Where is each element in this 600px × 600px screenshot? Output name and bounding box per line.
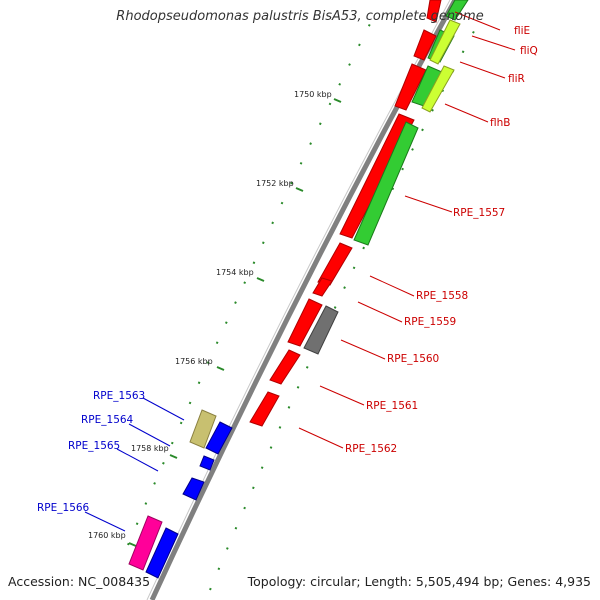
gene-label-fliE: fliE [514, 25, 530, 37]
tick-label: 1752 kbp [256, 179, 294, 188]
cds-RPE_1563b [205, 421, 233, 455]
accession-label: Accession: NC_008435 [8, 574, 151, 589]
cds-RPE_1561 [269, 349, 301, 385]
cds-RPE_1560 [303, 305, 339, 355]
tick-mark [216, 366, 225, 371]
genome-summary: Topology: circular; Length: 5,505,494 bp… [247, 574, 591, 589]
cds-lime-2 [421, 65, 455, 113]
tick-label: 1758 kbp [131, 444, 169, 453]
gc-track-outer [209, 19, 481, 591]
cds-fliR [394, 63, 427, 111]
gene-label-RPE_1559: RPE_1559 [404, 316, 456, 328]
gene-label-RPE_1565: RPE_1565 [68, 440, 120, 452]
leader-RPE_1562 [298, 427, 344, 449]
cds-RPE_1557 [317, 242, 353, 286]
tick-mark [128, 542, 137, 547]
leader-RPE_1560 [340, 339, 386, 360]
tick-label: 1754 kbp [216, 268, 254, 277]
cds-green-flhB [353, 121, 419, 246]
leader-RPE_1563 [142, 397, 185, 421]
leader-fliR [459, 61, 506, 79]
leader-RPE_1561 [319, 385, 365, 406]
tick-label: 1750 kbp [294, 90, 332, 99]
cds-lime-1 [429, 19, 461, 65]
leader-RPE_1559 [357, 301, 403, 323]
gene-label-RPE_1561: RPE_1561 [366, 400, 418, 412]
tick-mark [295, 187, 304, 192]
gene-label-flhB: flhB [490, 117, 510, 129]
leader-RPE_1566 [84, 511, 126, 532]
cds-green-1 [445, 0, 469, 21]
leader-RPE_1564 [128, 423, 171, 447]
tick-mark [333, 98, 342, 103]
gene-label-RPE_1563: RPE_1563 [93, 390, 145, 402]
gene-label-RPE_1557: RPE_1557 [453, 207, 505, 219]
gene-label-RPE_1566: RPE_1566 [37, 502, 90, 514]
cds-RPE_1566b [145, 527, 179, 579]
gene-label-RPE_1562: RPE_1562 [345, 443, 397, 455]
gene-label-RPE_1558: RPE_1558 [416, 290, 468, 302]
cds-RPE_1558 [312, 277, 333, 297]
cds-RPE_1559 [287, 298, 323, 347]
cds-RPE_1564 [199, 455, 215, 471]
cds-RPE_1563 [189, 409, 217, 449]
cds-RPE_1566 [128, 515, 163, 571]
cds-RPE_1565 [182, 477, 205, 501]
cds-RPE_1562 [249, 391, 280, 427]
gene-label-RPE_1564: RPE_1564 [81, 414, 134, 426]
leader-fliQ [471, 35, 516, 51]
cds-fliE [426, 0, 442, 23]
gene-label-fliR: fliR [508, 73, 525, 85]
tick-mark [169, 454, 178, 459]
leader-RPE_1557 [404, 195, 453, 213]
cds-fliQ [413, 29, 437, 61]
tick-label: 1756 kbp [175, 357, 213, 366]
tick-label: 1760 kbp [88, 531, 126, 540]
gene-label-fliQ: fliQ [520, 45, 538, 57]
leader-flhB [444, 103, 489, 123]
leader-fliE [454, 11, 501, 31]
gene-label-RPE_1560: RPE_1560 [387, 353, 439, 365]
map-title: Rhodopseudomonas palustris BisA53, compl… [116, 9, 484, 24]
tick-mark [256, 277, 265, 282]
leader-RPE_1558 [369, 275, 415, 297]
leader-RPE_1565 [116, 448, 159, 472]
